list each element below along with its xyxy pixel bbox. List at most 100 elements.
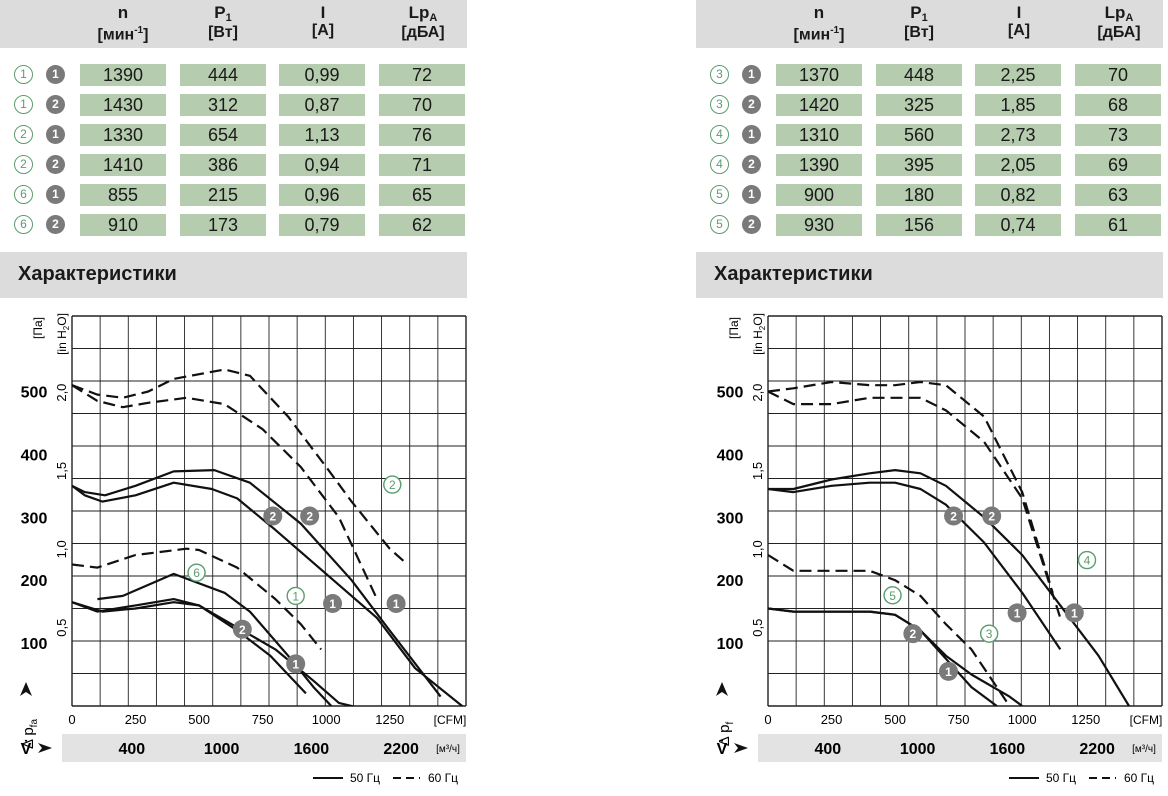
cell-i: 0,96 [279, 184, 365, 206]
operating-point-label: 2 [263, 506, 283, 526]
series-line-60hz [72, 384, 378, 600]
y-tick-pa: 100 [717, 636, 744, 653]
x-unit-cfm: [CFM] [1130, 713, 1163, 727]
curve-label: 3 [979, 624, 999, 643]
cell-p: 173 [180, 214, 266, 236]
header-n-label: n [117, 3, 129, 22]
operating-point-text: 2 [910, 627, 917, 641]
x-axis-symbol: V̇ [717, 740, 728, 758]
x-axis-arrow-icon [734, 743, 748, 753]
series-group [768, 380, 1130, 706]
x-tick-cfm: 250 [821, 712, 843, 727]
y-tick-inh2o: 1,0 [750, 540, 765, 558]
x-tick-cfm: 250 [125, 712, 147, 727]
operating-point-marker: 2 [742, 95, 761, 114]
operating-point-label: 1 [286, 654, 306, 674]
operating-point-circle [903, 624, 923, 644]
x-tick-m3h: 1000 [204, 741, 240, 758]
curve-number-marker: 6 [14, 185, 33, 204]
x-tick-cfm: 1000 [312, 712, 341, 727]
left-panel: n [мин-1] P1 [Вт] I [А] LpA [дБА] 1 1 1390… [0, 0, 470, 796]
cell-i: 2,05 [975, 154, 1061, 176]
y-tick-inh2o: 1,5 [750, 462, 765, 480]
operating-point-text: 1 [329, 597, 336, 611]
table-row: 4 2 1390 395 2,05 69 [696, 154, 1163, 176]
curve-label-text: 4 [1084, 554, 1091, 568]
y-tick-inh2o: 1,0 [54, 540, 69, 558]
table-row: 2 2 1410 386 0,94 71 [0, 154, 467, 176]
legend-solid-label: 50 Гц [350, 771, 380, 785]
series-line-50hz [72, 481, 464, 706]
operating-point-marker: 1 [742, 185, 761, 204]
operating-point-text: 2 [950, 510, 957, 524]
operating-point-circle [1064, 603, 1084, 623]
cell-n: 855 [80, 184, 166, 206]
header-lp-unit: [дБА] [1097, 24, 1141, 41]
x-tick-m3h: 400 [118, 741, 145, 758]
x-tick-m3h: 1600 [294, 741, 330, 758]
cell-i: 0,82 [975, 184, 1061, 206]
table-header: n [мин-1] P1 [Вт] I [А] LpA [дБА] [696, 0, 1163, 48]
operating-point-marker: 2 [46, 155, 65, 174]
operating-point-text: 2 [239, 623, 246, 637]
cell-n: 1430 [80, 94, 166, 116]
x-unit-cfm: [CFM] [434, 713, 467, 727]
operating-point-text: 1 [945, 665, 952, 679]
operating-point-marker: 1 [46, 65, 65, 84]
cell-i: 0,79 [279, 214, 365, 236]
header-n-label: n [813, 3, 825, 22]
cell-lp: 70 [1075, 64, 1161, 86]
chart-grid [767, 315, 1163, 707]
operating-point-text: 1 [393, 597, 400, 611]
series-line-60hz [72, 368, 409, 566]
y-axis-symbol: Δ pfa [20, 719, 40, 749]
x-m3h-band [758, 734, 1162, 762]
cell-n: 1420 [776, 94, 862, 116]
cell-lp: 65 [379, 184, 465, 206]
header-n-unit: [мин-1] [793, 25, 845, 44]
cell-i: 2,73 [975, 124, 1061, 146]
cell-i: 0,94 [279, 154, 365, 176]
x-m3h-band [62, 734, 466, 762]
curve-label-text: 3 [986, 627, 993, 641]
operating-point-text: 1 [1014, 606, 1021, 620]
cell-lp: 76 [379, 124, 465, 146]
section-title: Характеристики [714, 263, 873, 285]
chart-right: 100 200 300 400 500 0,5 1,0 1,5 2,0 [Па] [in H2O] Δ… [716, 313, 1163, 785]
cell-n: 1390 [80, 64, 166, 86]
x-tick-cfm: 1000 [1008, 712, 1037, 727]
header-n: n [мин-1] [78, 4, 168, 44]
legend: 50 Гц 60 Гц [313, 771, 458, 785]
x-tick-cfm: 500 [188, 712, 210, 727]
table-row: 3 1 1370 448 2,25 70 [696, 64, 1163, 86]
series-line-60hz [768, 390, 1062, 619]
operating-point-label: 2 [300, 506, 320, 526]
y-tick-pa: 100 [21, 636, 48, 653]
y-tick-pa: 300 [21, 510, 48, 527]
header-i-unit: [А] [311, 22, 335, 39]
curve-label: 2 [383, 475, 402, 494]
curve-number-marker: 3 [710, 65, 729, 84]
cell-lp: 72 [379, 64, 465, 86]
cell-lp: 63 [1075, 184, 1161, 206]
cell-p: 325 [876, 94, 962, 116]
operating-point-text: 2 [269, 510, 276, 524]
operating-point-label: 1 [1007, 603, 1027, 623]
header-i-unit: [А] [1007, 22, 1031, 39]
header-p-unit: [Вт] [904, 24, 934, 41]
curve-label-circle [1077, 550, 1097, 570]
curve-label-circle [286, 586, 305, 606]
cell-lp: 61 [1075, 214, 1161, 236]
cell-p: 386 [180, 154, 266, 176]
curve-number-marker: 6 [14, 215, 33, 234]
curve-label: 5 [883, 586, 902, 605]
cell-lp: 62 [379, 214, 465, 236]
y-tick-pa: 500 [717, 384, 744, 401]
table-row: 1 2 1430 312 0,87 70 [0, 94, 467, 116]
table-row: 6 1 855 215 0,96 65 [0, 184, 467, 206]
operating-point-marker: 1 [46, 185, 65, 204]
cell-p: 180 [876, 184, 962, 206]
operating-point-marker: 1 [742, 125, 761, 144]
series-line-50hz [97, 572, 333, 706]
table-row: 6 2 910 173 0,79 62 [0, 214, 467, 236]
